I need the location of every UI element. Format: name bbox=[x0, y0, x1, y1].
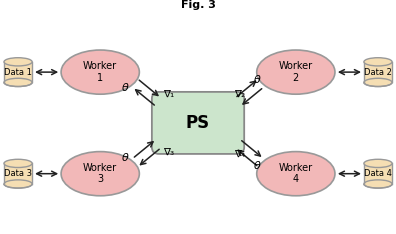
Text: PS: PS bbox=[186, 114, 210, 132]
Ellipse shape bbox=[4, 78, 32, 87]
Text: θ: θ bbox=[253, 161, 260, 171]
Text: Data 2: Data 2 bbox=[364, 68, 392, 77]
Text: Worker
3: Worker 3 bbox=[83, 163, 117, 184]
Bar bbox=[364, 163, 392, 184]
Ellipse shape bbox=[61, 152, 139, 196]
Ellipse shape bbox=[257, 152, 335, 196]
Ellipse shape bbox=[364, 78, 392, 87]
Text: θ: θ bbox=[253, 75, 260, 85]
Ellipse shape bbox=[257, 50, 335, 94]
Bar bbox=[4, 163, 32, 184]
Text: Data 3: Data 3 bbox=[4, 169, 32, 178]
Text: ∇₃: ∇₃ bbox=[163, 147, 174, 157]
Text: Fig. 3: Fig. 3 bbox=[181, 0, 215, 10]
Ellipse shape bbox=[4, 159, 32, 168]
Text: Data 4: Data 4 bbox=[364, 169, 392, 178]
Ellipse shape bbox=[364, 180, 392, 188]
Ellipse shape bbox=[4, 58, 32, 66]
Text: ∇₄: ∇₄ bbox=[234, 149, 245, 159]
Bar bbox=[4, 62, 32, 82]
Text: θ: θ bbox=[122, 153, 129, 163]
FancyBboxPatch shape bbox=[152, 92, 244, 154]
Text: Worker
4: Worker 4 bbox=[279, 163, 313, 184]
Ellipse shape bbox=[61, 50, 139, 94]
Bar bbox=[364, 62, 392, 82]
Text: Worker
2: Worker 2 bbox=[279, 61, 313, 83]
Text: Data 1: Data 1 bbox=[4, 68, 32, 77]
Text: ∇₂: ∇₂ bbox=[234, 89, 245, 99]
Text: θ: θ bbox=[122, 83, 129, 93]
Text: Worker
1: Worker 1 bbox=[83, 61, 117, 83]
Ellipse shape bbox=[364, 58, 392, 66]
Ellipse shape bbox=[364, 159, 392, 168]
Ellipse shape bbox=[4, 180, 32, 188]
Text: ∇₁: ∇₁ bbox=[163, 89, 174, 99]
